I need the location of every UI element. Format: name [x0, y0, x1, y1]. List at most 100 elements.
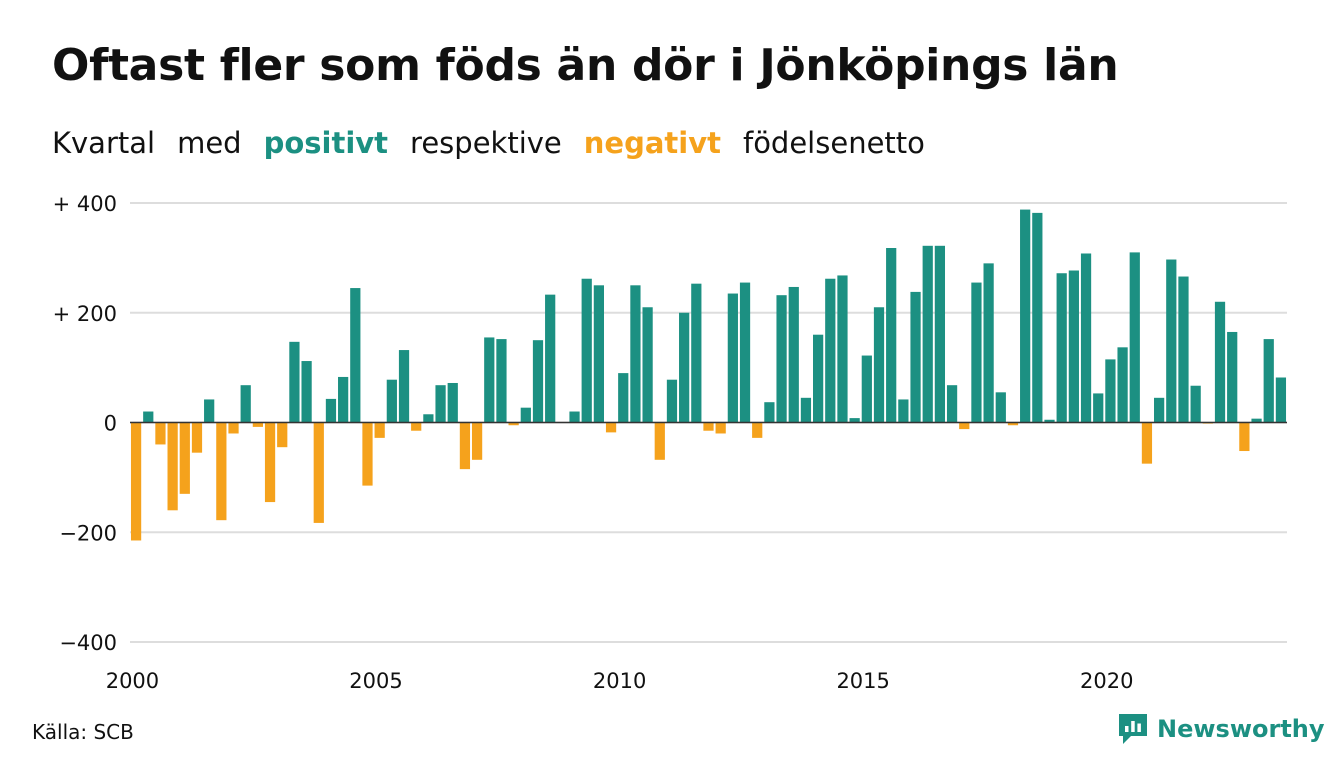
bar [1141, 422, 1153, 464]
bar [374, 422, 385, 438]
brand-name: Newsworthy [1157, 715, 1325, 743]
bar [1105, 359, 1116, 423]
bar [386, 379, 397, 423]
brand-logo: Newsworthy [1117, 712, 1325, 746]
bar [934, 245, 946, 423]
bar [813, 334, 824, 423]
bar [1263, 339, 1274, 423]
bar [1214, 301, 1226, 423]
bar [654, 422, 665, 460]
bar [898, 399, 909, 423]
bar [313, 422, 324, 523]
bar [886, 248, 897, 423]
source-note: Källa: SCB [32, 720, 134, 744]
bar [1275, 377, 1287, 423]
bar [240, 385, 251, 423]
bar [423, 414, 434, 423]
bar [593, 285, 604, 423]
bar [946, 385, 958, 423]
bar [1007, 422, 1019, 426]
bar [1178, 276, 1189, 423]
bar [1032, 212, 1043, 423]
bar [1044, 419, 1055, 423]
bar [545, 294, 556, 423]
bar [703, 422, 714, 431]
bar [130, 422, 142, 541]
bar [508, 422, 519, 426]
x-tick-label: 2010 [593, 669, 646, 693]
bar [788, 286, 799, 423]
bar [1166, 259, 1177, 423]
x-tick-label: 2000 [106, 669, 159, 693]
x-tick-label: 2015 [836, 669, 889, 693]
subtitle-negative: negativt [583, 126, 721, 160]
bar [264, 422, 276, 503]
subtitle-positive: positivt [263, 126, 389, 160]
bar [338, 376, 349, 423]
subtitle-word: Kvartal [52, 126, 156, 160]
y-tick-label: + 400 [53, 192, 117, 216]
bar [532, 340, 544, 423]
bar [922, 245, 933, 423]
bar [873, 307, 885, 423]
bar [1190, 385, 1201, 423]
bar [228, 422, 239, 434]
chart-subtitle: Kvartal med positivt respektive negativt föde… [52, 126, 947, 160]
bar [484, 337, 495, 423]
bar [825, 278, 836, 423]
bar [764, 402, 775, 423]
bar [411, 422, 422, 431]
bar [496, 339, 507, 423]
bar [630, 285, 641, 423]
bar [459, 422, 471, 470]
bar [800, 397, 812, 423]
bar [569, 411, 580, 423]
newsworthy-logo-icon [1119, 714, 1147, 744]
bar [289, 341, 300, 423]
bar [995, 392, 1006, 423]
bar [350, 288, 361, 423]
bar [642, 307, 653, 423]
bar [1117, 347, 1128, 423]
bar [1080, 253, 1092, 423]
bar [216, 422, 227, 521]
bar [204, 399, 215, 423]
bar [301, 361, 312, 423]
bar [776, 295, 787, 423]
bar [1056, 273, 1067, 423]
bar [398, 350, 410, 423]
y-tick-label: 0 [104, 412, 117, 436]
bar [155, 422, 166, 445]
bar [520, 407, 531, 423]
bar [605, 422, 617, 433]
x-tick-label: 2020 [1080, 669, 1133, 693]
bar [143, 411, 154, 423]
bar [715, 422, 726, 434]
bar [983, 263, 994, 423]
bar [1239, 422, 1250, 452]
bar [447, 382, 458, 423]
y-tick-label: −200 [59, 521, 117, 545]
y-tick-label: + 200 [53, 302, 117, 326]
bar [325, 398, 337, 423]
bar [581, 278, 592, 423]
bar [739, 282, 751, 423]
subtitle-word: med [177, 126, 242, 160]
bar [1093, 393, 1104, 423]
y-tick-label: −400 [59, 631, 117, 655]
x-tick-label: 2005 [349, 669, 402, 693]
bar [435, 385, 446, 423]
bar [167, 422, 178, 511]
bar [1154, 397, 1165, 423]
bar [277, 422, 288, 448]
bar [910, 291, 921, 423]
bar [1068, 270, 1079, 423]
bar [959, 422, 970, 430]
bar [1251, 418, 1262, 423]
bar [752, 422, 763, 438]
bar [1227, 331, 1238, 423]
bar [179, 422, 190, 494]
bar [471, 422, 483, 460]
bar [252, 422, 263, 427]
